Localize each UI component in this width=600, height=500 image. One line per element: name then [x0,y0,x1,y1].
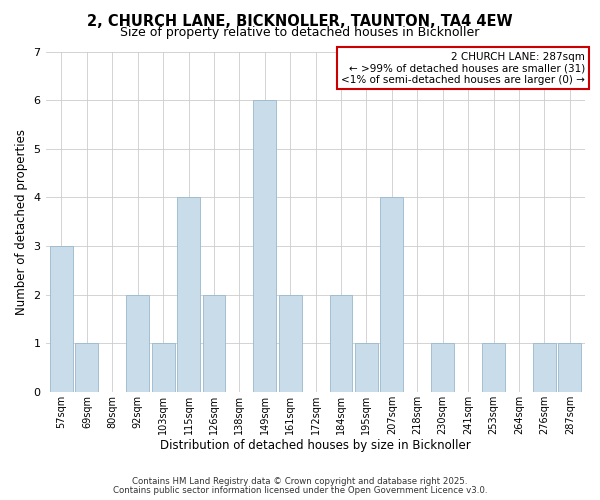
Bar [279,294,302,392]
Text: 2, CHURCH LANE, BICKNOLLER, TAUNTON, TA4 4EW: 2, CHURCH LANE, BICKNOLLER, TAUNTON, TA4… [87,14,513,29]
X-axis label: Distribution of detached houses by size in Bicknoller: Distribution of detached houses by size … [160,440,471,452]
Y-axis label: Number of detached properties: Number of detached properties [15,128,28,314]
Bar [76,343,98,392]
Bar [203,294,226,392]
Bar [559,343,581,392]
Bar [126,294,149,392]
Text: 2 CHURCH LANE: 287sqm
← >99% of detached houses are smaller (31)
<1% of semi-det: 2 CHURCH LANE: 287sqm ← >99% of detached… [341,52,585,84]
Bar [533,343,556,392]
Text: Size of property relative to detached houses in Bicknoller: Size of property relative to detached ho… [121,26,479,39]
Bar [482,343,505,392]
Bar [177,198,200,392]
Bar [253,100,276,392]
Bar [329,294,352,392]
Text: Contains public sector information licensed under the Open Government Licence v3: Contains public sector information licen… [113,486,487,495]
Text: Contains HM Land Registry data © Crown copyright and database right 2025.: Contains HM Land Registry data © Crown c… [132,477,468,486]
Bar [152,343,175,392]
Bar [380,198,403,392]
Bar [50,246,73,392]
Bar [431,343,454,392]
Bar [355,343,378,392]
